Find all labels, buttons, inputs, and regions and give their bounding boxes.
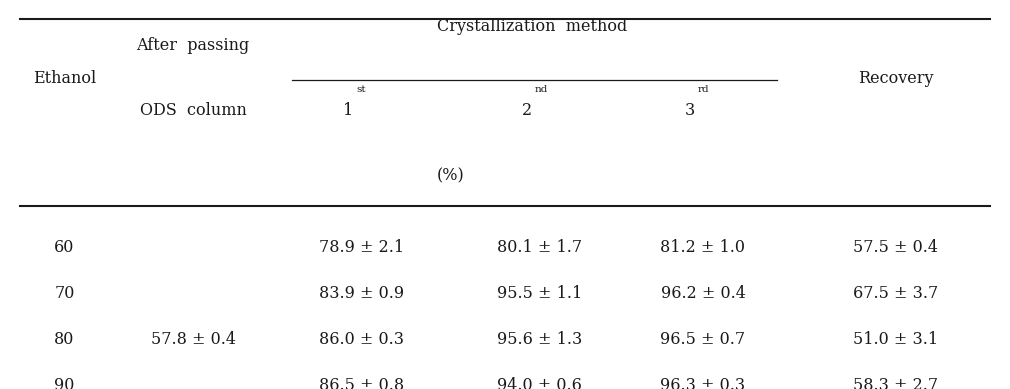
Text: 80: 80 (55, 331, 75, 348)
Text: 86.5 ± 0.8: 86.5 ± 0.8 (319, 377, 404, 389)
Text: rd: rd (698, 85, 710, 94)
Text: 95.5 ± 1.1: 95.5 ± 1.1 (497, 285, 583, 302)
Text: (%): (%) (436, 167, 465, 184)
Text: st: st (357, 85, 367, 94)
Text: 60: 60 (55, 239, 75, 256)
Text: 81.2 ± 1.0: 81.2 ± 1.0 (661, 239, 745, 256)
Text: nd: nd (534, 85, 548, 94)
Text: 80.1 ± 1.7: 80.1 ± 1.7 (497, 239, 582, 256)
Text: 94.0 ± 0.6: 94.0 ± 0.6 (497, 377, 582, 389)
Text: 57.8 ± 0.4: 57.8 ± 0.4 (150, 331, 235, 348)
Text: Recovery: Recovery (858, 70, 933, 87)
Text: 96.2 ± 0.4: 96.2 ± 0.4 (661, 285, 745, 302)
Text: 86.0 ± 0.3: 86.0 ± 0.3 (319, 331, 404, 348)
Text: 95.6 ± 1.3: 95.6 ± 1.3 (497, 331, 583, 348)
Text: 78.9 ± 2.1: 78.9 ± 2.1 (319, 239, 404, 256)
Text: 83.9 ± 0.9: 83.9 ± 0.9 (319, 285, 404, 302)
Text: 96.5 ± 0.7: 96.5 ± 0.7 (661, 331, 745, 348)
Text: Ethanol: Ethanol (33, 70, 96, 87)
Text: After  passing: After passing (136, 37, 249, 54)
Text: 90: 90 (55, 377, 75, 389)
Text: 3: 3 (685, 102, 695, 119)
Text: 67.5 ± 3.7: 67.5 ± 3.7 (853, 285, 938, 302)
Text: 1: 1 (343, 102, 354, 119)
Text: 96.3 ± 0.3: 96.3 ± 0.3 (661, 377, 745, 389)
Text: 70: 70 (55, 285, 75, 302)
Text: 58.3 ± 2.7: 58.3 ± 2.7 (853, 377, 938, 389)
Text: ODS  column: ODS column (139, 102, 246, 119)
Text: 57.5 ± 0.4: 57.5 ± 0.4 (853, 239, 938, 256)
Text: 51.0 ± 3.1: 51.0 ± 3.1 (853, 331, 938, 348)
Text: 2: 2 (521, 102, 531, 119)
Text: Crystallization  method: Crystallization method (437, 18, 627, 35)
